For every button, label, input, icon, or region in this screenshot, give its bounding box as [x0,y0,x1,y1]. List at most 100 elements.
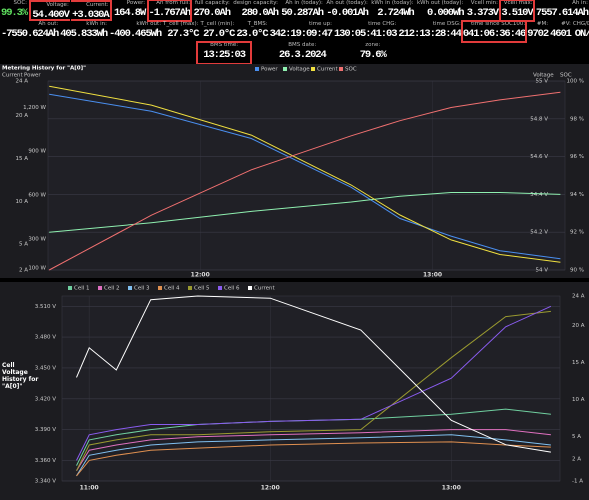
y-tick-label: 54.6 V [530,154,548,160]
metric: kWh in: 405.833Wh [59,21,108,42]
metric-label: time CHG: [368,21,397,27]
metric-label: Vcell min: [470,0,498,6]
series-line [49,85,561,263]
metric-label: Vcell max: [503,0,533,6]
header-row: BMS time: 13:25:03 BMS date: 26.3.2024 zone:… [0,41,589,65]
metric-value: 79.6% [359,49,387,61]
y-tick-label: 300 W [28,236,46,242]
metric-value: 164.8W [113,7,146,19]
metric-value: 280.0Ah [241,7,280,19]
metric: kWh out (today): 0.000Wh [416,0,465,21]
y-tick-label: 98 % [570,116,584,122]
y-tick-label: 3.450 V [35,365,56,371]
legend-swatch [158,286,162,290]
y-tick-label: 3.480 V [35,335,56,341]
metric: #M: 9702 [526,21,549,42]
axis-title: Current [2,73,24,79]
metric: Vcell max: 3.510V [499,0,535,22]
series-line [76,429,551,471]
metric-label: kWh in: [86,21,108,27]
y-tick-label: 20 A [572,323,585,329]
legend-swatch [283,67,287,71]
metric-label: Ah in: [572,0,588,6]
legend-label: Cell 6 [224,286,240,292]
metric-label: T_BMS: [247,21,268,27]
legend-swatch [255,67,259,71]
legend-label: Cell 5 [194,286,210,292]
metric: CHG/DSG:ON/ON [572,21,589,42]
metric-value: 212:13:28:44 [398,28,462,40]
metric: zone: 79.6% [354,42,392,64]
x-tick-label: 13:00 [423,272,442,279]
metric-value: 27.3°C [167,28,199,40]
metric-value: 13:25:03 [203,49,246,61]
metric-label: time DSG: [432,21,461,27]
plot-area [61,295,561,482]
metric: Ah in (today): 50.287Ah [280,0,324,21]
y-tick-label: 54.4 V [530,192,548,198]
y-tick-label: 2 A [572,456,581,462]
metric-value: 7557.614Ah [535,7,589,19]
metric: BMS time: 13:25:03 [196,41,252,65]
y-tick-label: 10 A [15,199,28,205]
y-tick-label: -1 A [572,479,583,485]
metric-value: 342:19:09:47 [269,28,334,40]
metric: time since SOC100: 041:06:36:46 [460,20,528,43]
metric-label: Current: [86,2,109,8]
metric-label: kWh out (today): [417,0,464,6]
y-tick-label: 3.390 V [35,427,56,433]
metric-label: kWh out: [136,21,162,27]
y-tick-label: 5 A [572,434,581,440]
metric-label: CHG/DSG: [572,21,589,27]
y-tick-label: 92 % [570,230,584,236]
metric: kWh in (today): 2.724Wh [370,0,415,21]
chart-title: Cell Voltage History for "A[0]" [2,362,39,390]
metric-value: 041:06:36:46 [462,28,527,40]
metric: Ah out (today): -0.001Ah [325,0,369,21]
metric-value: 405.833Wh [60,28,108,40]
series-line [76,434,551,477]
metric: Current: +3.030A [71,0,112,21]
header-row: Ah out: -7550.624Ah kWh in: 405.833Wh kWh ou… [0,20,589,43]
metric: BMS date: 26.3.2024 [273,42,332,64]
y-tick-label: 600 W [28,193,46,199]
x-tick-label: 12:00 [191,272,210,279]
metric-value: -7550.624Ah [1,28,59,40]
series-line [76,441,551,477]
metric-label: zone: [365,42,381,48]
metric-label: design capacity: [233,0,278,6]
metric: #V: 4601 [549,21,572,42]
metric-value: 4601 [550,28,572,40]
legend-label: Voltage [289,67,310,73]
metric: time up: 342:19:09:47 [269,21,334,42]
metric: T_BMS: 23.0°C [235,21,268,42]
y-tick-label: 100 % [567,79,584,85]
metric-label: BMS time: [210,42,239,48]
metric: Voltage: 54.400V [29,0,70,21]
y-tick-label: 900 W [28,149,46,155]
legend-swatch [248,286,252,290]
metric-value: ON/ON [574,28,589,40]
axis-title: Voltage [533,73,554,79]
y-tick-label: 3.340 V [35,479,56,485]
y-tick-label: 96 % [570,154,584,160]
metric-label: full capacity: [195,0,230,6]
legend-swatch [98,286,102,290]
metric: Power: 164.8W [113,0,146,21]
metric-value: 9702 [527,28,549,40]
metric: Ah from full: -1.767Ah [146,0,193,22]
metric: kWh out: -400.465Wh [108,21,162,42]
legend-label: SOC [345,67,357,73]
metric-value: 23.0°C [236,28,268,40]
metric: design capacity: 280.0Ah [232,0,279,21]
legend-label: Cell 4 [164,286,180,292]
y-tick-label: 2 A [19,268,28,274]
metric: Ah out: -7550.624Ah [0,21,59,42]
x-tick-label: 13:00 [442,485,461,492]
metric-value: -400.465Wh [109,28,162,40]
metric: Ah in: 7557.614Ah [535,0,589,21]
y-tick-label: 55 V [535,79,548,85]
metric-label: Ah out: [38,21,59,27]
axis-title: Power [24,73,41,79]
